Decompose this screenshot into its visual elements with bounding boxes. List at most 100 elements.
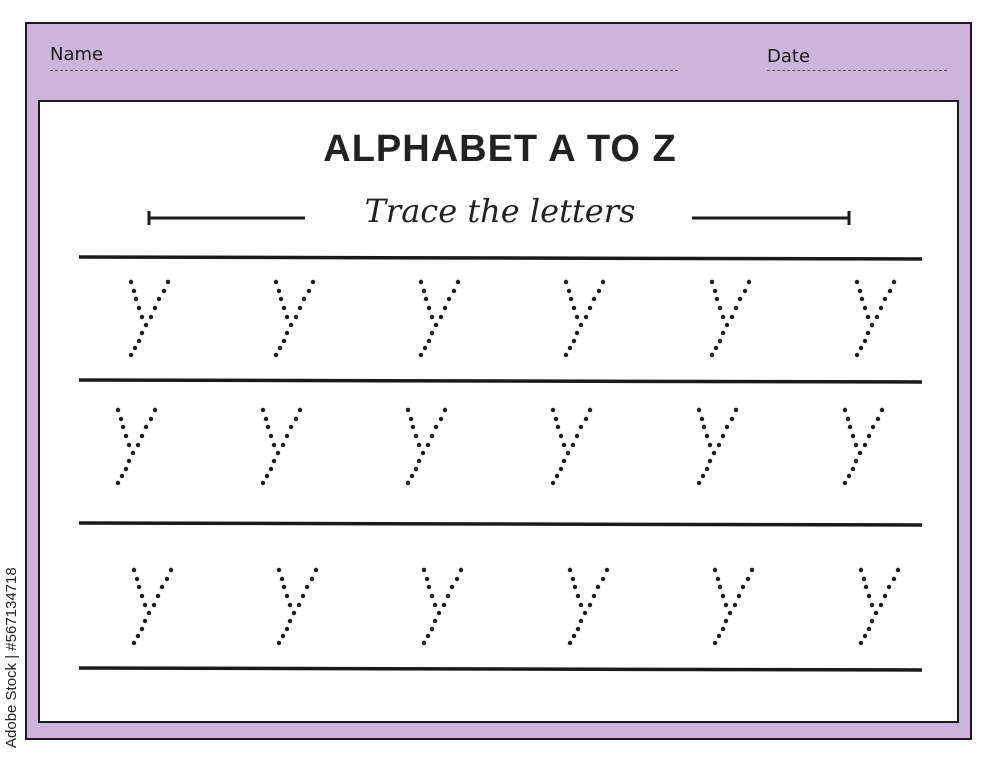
trace-dot [408,416,414,422]
trace-dot [433,424,439,430]
trace-dot [554,473,560,479]
name-field[interactable] [50,70,678,71]
trace-dot [891,576,897,582]
trace-dot [148,416,154,422]
trace-dot [850,433,856,439]
trace-dot [716,442,722,448]
trace-dot [842,480,848,486]
trace-dot [155,593,161,599]
trace-dot [142,618,148,624]
trace-dot [558,466,564,472]
trace-dot [280,442,286,448]
trace-dot [123,466,129,472]
trace-dot [152,407,158,413]
trace-dot [263,416,269,422]
trace-dot [563,352,569,358]
trace-dot [119,473,125,479]
trace-dot [720,314,726,320]
trace-dot [869,322,875,328]
trace-dot [280,633,286,639]
trace-dot [874,314,880,320]
trace-dot [297,305,303,311]
trace-dot [136,305,142,311]
trace-dot [118,416,124,422]
trace-dot [284,330,290,336]
trace-dot [711,450,717,456]
trace-dot [696,407,702,413]
trace-dot [429,626,435,632]
subtitle-rules [147,211,851,225]
trace-dot [857,450,863,456]
trace-dot [165,279,171,285]
trace-dot [310,279,316,285]
trace-dot [152,305,158,311]
trace-dot [853,458,859,464]
trace-dot [291,610,297,616]
trace-dot [742,288,748,294]
trace-dot [304,584,310,590]
trace-dot [132,345,138,351]
dotted-letter-y [709,279,752,358]
trace-dot [268,466,274,472]
trace-dot [130,450,136,456]
trace-dot [709,279,715,285]
trace-dot [293,416,299,422]
trace-dot [712,288,718,294]
trace-dot [866,433,872,439]
trace-dot [426,305,432,311]
trace-dot [847,424,853,430]
trace-dot [300,593,306,599]
trace-dot [133,296,139,302]
trace-dot [866,593,872,599]
trace-dot [717,584,723,590]
trace-dot [142,602,148,608]
dotted-letter-y [550,407,593,486]
trace-dot [886,584,892,590]
trace-dot [151,602,157,608]
trace-dot [288,322,294,328]
dotted-letter-y [712,567,755,646]
trace-dot [438,314,444,320]
trace-dot [429,314,435,320]
trace-dot [587,305,593,311]
trace-dot [271,442,277,448]
trace-dot [604,567,610,573]
trace-dot [862,442,868,448]
trace-dot [746,279,752,285]
writing-line [78,666,923,672]
trace-dot [405,480,411,486]
trace-dot [276,567,282,573]
trace-dot [425,442,431,448]
dotted-letter-y [128,279,171,358]
date-field[interactable] [767,70,947,71]
trace-dot [416,458,422,464]
trace-dot [561,442,567,448]
trace-dot [156,296,162,302]
trace-dot [421,640,427,646]
trace-dot [429,593,435,599]
date-label: Date [767,46,811,67]
trace-dot [455,279,461,285]
trace-dot [275,450,281,456]
trace-dot [146,610,152,616]
trace-dot [720,593,726,599]
subtitle: Trace the letters [364,192,636,230]
trace-dot [288,424,294,430]
trace-dot [143,424,149,430]
trace-dot [732,602,738,608]
writing-line [78,378,923,384]
trace-dot [409,473,415,479]
trace-dot [709,352,715,358]
trace-dot [268,433,274,439]
trace-dot [418,352,424,358]
trace-dot [570,442,576,448]
trace-dot [139,314,145,320]
trace-dot [131,567,137,573]
trace-dot [570,576,576,582]
trace-dot [700,473,706,479]
trace-dot [567,640,573,646]
trace-dot [736,593,742,599]
trace-dot [600,279,606,285]
trace-dot [281,584,287,590]
